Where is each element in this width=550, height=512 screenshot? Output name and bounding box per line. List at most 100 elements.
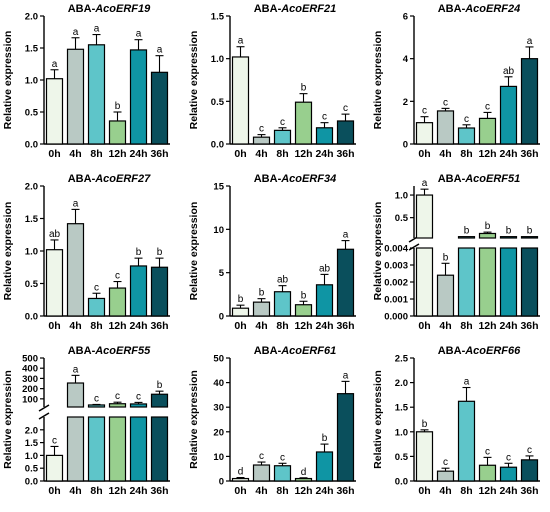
- significance-letter: a: [52, 59, 58, 70]
- y-axis-label: Relative expression: [372, 370, 384, 469]
- axis-break-mark: [38, 404, 50, 412]
- bar-8h: [273, 291, 292, 317]
- x-tick-label: 8h: [276, 148, 288, 160]
- bar-0h: [415, 194, 434, 239]
- y-tick-label: 0.0: [395, 477, 408, 488]
- x-tick-label: 24h: [499, 320, 517, 332]
- bar-36h: [150, 393, 169, 408]
- significance-letter: a: [343, 370, 349, 381]
- x-tick-label: 8h: [276, 485, 288, 497]
- y-axis-label: Relative expression: [2, 370, 14, 469]
- bar-4h: [252, 301, 271, 317]
- chart-title: ABA-AcoERF55: [68, 345, 151, 357]
- bar-0h: [45, 249, 64, 317]
- chart-title: ABA-AcoERF24: [438, 3, 521, 15]
- significance-letter: c: [115, 271, 120, 282]
- y-tick-label: 100: [22, 394, 38, 405]
- x-tick-label: 0h: [48, 148, 60, 160]
- bar-24h: [499, 247, 518, 317]
- x-tick-label: 12h: [108, 320, 126, 332]
- chart-panel-AcoERF61: ABA-AcoERF61 Relative expression 0 10 20 30 40…: [188, 345, 356, 497]
- chart-title-prefix: ABA-: [68, 3, 96, 15]
- significance-letter: c: [259, 124, 264, 135]
- significance-letter: b: [322, 433, 328, 444]
- x-tick-label: 36h: [520, 485, 538, 497]
- bar-4h: [66, 223, 85, 317]
- x-tick-label: 8h: [90, 485, 102, 497]
- bar-36h: [336, 248, 355, 317]
- x-tick-label: 8h: [276, 320, 288, 332]
- bar-4h: [436, 470, 455, 482]
- y-tick-label: 0.0: [25, 477, 38, 488]
- significance-letter: a: [73, 364, 79, 375]
- y-tick-label: 0.5: [25, 279, 39, 290]
- x-tick-label: 12h: [478, 148, 496, 160]
- x-tick-label: 12h: [294, 320, 312, 332]
- x-tick-label: 24h: [129, 485, 147, 497]
- bar-36h: [520, 58, 539, 145]
- significance-letter: c: [280, 117, 285, 128]
- chart-title-gene: AcoERF21: [280, 3, 336, 15]
- bar-4h: [252, 136, 271, 145]
- x-tick-label: 24h: [129, 320, 147, 332]
- significance-letter: ab: [503, 66, 515, 77]
- y-tick-label: 400: [22, 364, 38, 375]
- significance-letter: a: [422, 178, 428, 189]
- y-tick-label: 15: [213, 182, 224, 193]
- chart-title: ABA-AcoERF27: [68, 173, 151, 185]
- x-tick-label: 4h: [69, 485, 81, 497]
- chart-title-prefix: ABA-: [68, 173, 96, 185]
- significance-letter: c: [506, 452, 511, 463]
- bar-12h: [294, 304, 313, 317]
- significance-letter: a: [73, 198, 79, 209]
- chart-title-gene: AcoERF34: [280, 173, 336, 185]
- y-tick-label: 300: [22, 374, 38, 385]
- chart-title: ABA-AcoERF66: [438, 345, 521, 357]
- y-tick-label: 10: [213, 225, 224, 236]
- bar-8h: [457, 127, 476, 145]
- significance-letter: a: [464, 377, 470, 388]
- significance-letter: b: [115, 101, 121, 112]
- x-tick-label: 12h: [294, 485, 312, 497]
- y-tick-label: 0.0: [25, 312, 38, 323]
- bar-36h: [520, 236, 539, 239]
- chart-title-prefix: ABA-: [68, 345, 96, 357]
- chart-title-prefix: ABA-: [438, 3, 466, 15]
- bar-36h: [520, 247, 539, 317]
- y-tick-label: 0: [403, 140, 408, 151]
- bar-24h: [499, 466, 518, 482]
- significance-letter: c: [259, 451, 264, 462]
- significance-letter: a: [73, 27, 79, 38]
- x-tick-label: 36h: [336, 485, 354, 497]
- axis-break-mark: [408, 243, 420, 251]
- y-tick-label: 50: [213, 354, 224, 365]
- bar-12h: [478, 464, 497, 482]
- x-tick-label: 24h: [315, 320, 333, 332]
- significance-letter: c: [94, 282, 99, 293]
- chart-panel-AcoERF24: ABA-AcoERF24 Relative expression 0 2 4 6 c 0h c 4…: [372, 3, 540, 160]
- bar-8h: [273, 129, 292, 145]
- chart-title: ABA-AcoERF51: [438, 173, 521, 185]
- significance-letter: b: [301, 290, 307, 301]
- y-tick-label: 1.5: [25, 214, 39, 225]
- y-axis-label: Relative expression: [188, 31, 200, 130]
- significance-letter: c: [443, 457, 448, 468]
- bar-24h: [129, 416, 148, 482]
- bar-12h: [108, 416, 127, 482]
- y-tick-label: 0.5: [211, 97, 225, 108]
- y-tick-label: 1.0: [25, 451, 38, 462]
- y-tick-label: 0.000: [384, 312, 408, 323]
- x-tick-label: 36h: [336, 320, 354, 332]
- bar-24h: [499, 85, 518, 145]
- significance-letter: b: [238, 294, 244, 305]
- x-tick-label: 12h: [294, 148, 312, 160]
- x-tick-label: 4h: [439, 320, 451, 332]
- significance-letter: ab: [319, 263, 331, 274]
- bar-0h: [231, 477, 250, 482]
- chart-title-prefix: ABA-: [254, 173, 282, 185]
- chart-title: ABA-AcoERF21: [254, 3, 337, 15]
- significance-letter: ab: [277, 275, 289, 286]
- chart-title-gene: AcoERF51: [464, 173, 520, 185]
- y-tick-label: 4: [403, 54, 409, 65]
